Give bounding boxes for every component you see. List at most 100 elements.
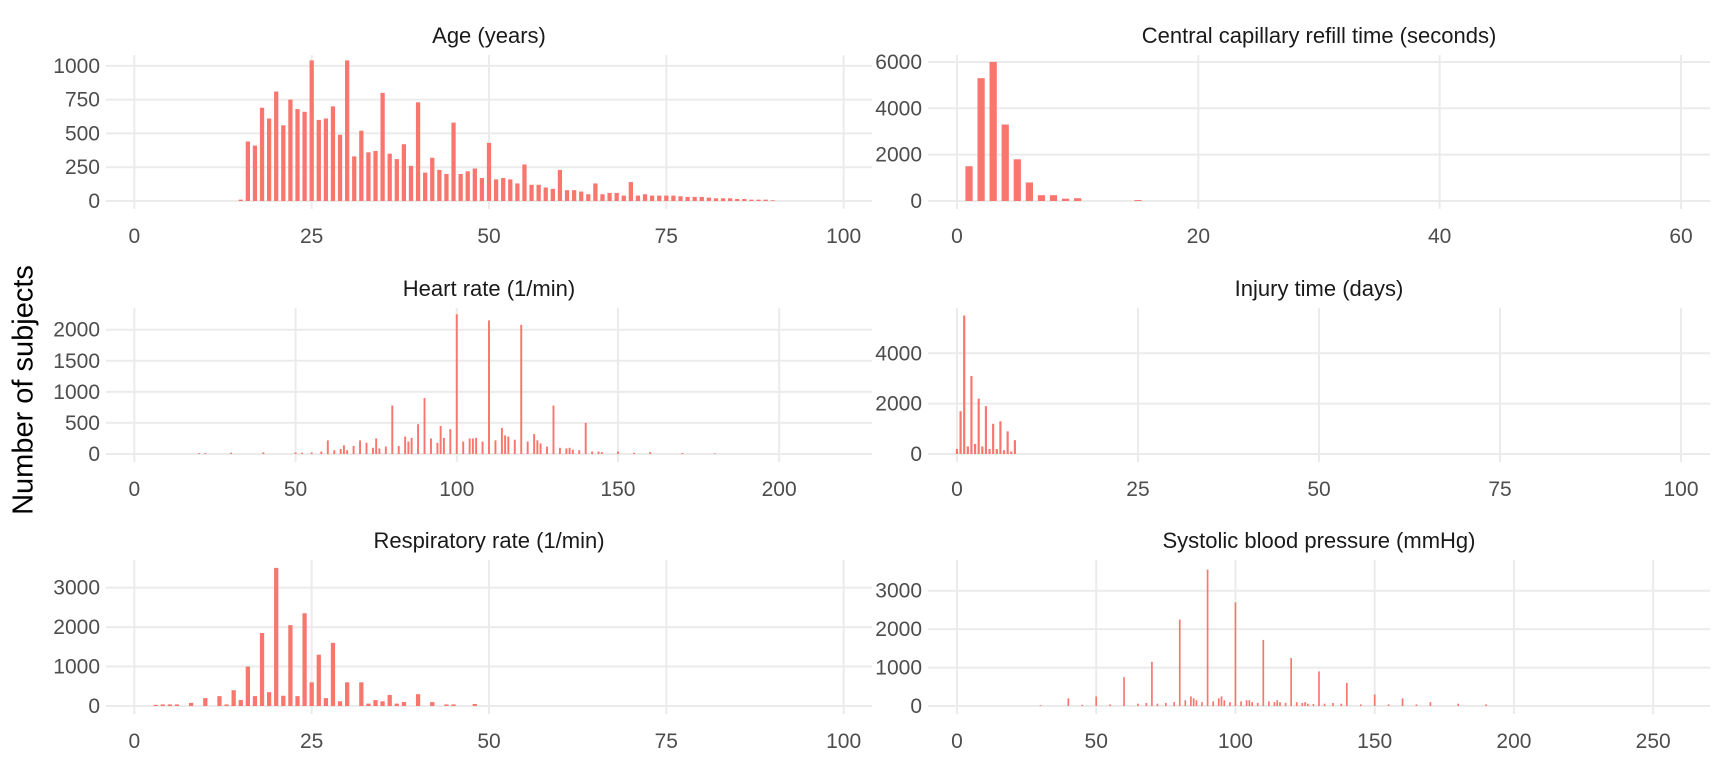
histogram-bar <box>333 450 336 454</box>
histogram-bar <box>681 453 684 454</box>
histogram-bar <box>501 178 506 201</box>
x-tick-label: 0 <box>951 478 963 501</box>
histogram-bar <box>230 452 233 454</box>
histogram-bar <box>387 153 392 201</box>
panel-5: 0 1000 2000 3000 0 25 50 75 100 Respiratory rate … <box>53 528 872 753</box>
histogram-bar <box>301 452 303 454</box>
histogram-bar <box>1256 702 1259 706</box>
histogram-bar <box>231 690 236 706</box>
histogram-bar <box>366 703 371 706</box>
y-tick-label: 1500 <box>53 350 100 373</box>
histogram-bar <box>430 702 435 706</box>
y-tick-label: 0 <box>88 190 100 213</box>
histogram-bar <box>197 453 200 454</box>
histogram-bar <box>1201 702 1203 706</box>
histogram-bar <box>564 190 570 201</box>
histogram-bar <box>259 633 265 706</box>
y-tick-label: 2000 <box>875 393 922 416</box>
histogram-bar <box>238 700 243 706</box>
histogram-bar <box>252 696 258 706</box>
histogram-bar <box>387 694 392 706</box>
histogram-bar <box>391 405 394 454</box>
panel-title: Systolic blood pressure (mmHg) <box>1163 528 1476 553</box>
histogram-bar <box>407 441 410 454</box>
histogram-bar <box>1184 700 1187 706</box>
histogram-bar <box>713 453 716 454</box>
histogram-bar <box>520 324 523 454</box>
histogram-bar <box>1025 182 1033 201</box>
histogram-bar <box>966 446 969 454</box>
histogram-bar <box>720 198 726 201</box>
histogram-bar <box>295 109 300 201</box>
histogram-bar <box>481 441 484 454</box>
histogram-bar <box>1429 702 1432 706</box>
y-tick-label: 3000 <box>53 577 100 600</box>
histogram-bar <box>650 195 655 201</box>
histogram-bar <box>203 698 208 706</box>
histogram-bar <box>245 666 250 706</box>
histogram-bar <box>1001 124 1009 201</box>
histogram-bar <box>543 187 548 201</box>
x-tick-label: 25 <box>300 225 323 248</box>
histogram-bar <box>1268 701 1270 706</box>
histogram-bar <box>995 448 998 454</box>
histogram-bar <box>444 173 449 201</box>
x-tick-label: 50 <box>477 730 500 753</box>
histogram-bar <box>1178 619 1181 706</box>
histogram-bar <box>302 111 307 201</box>
histogram-bar <box>529 184 534 201</box>
histogram-bar <box>568 447 571 454</box>
histogram-bar <box>1173 702 1176 706</box>
histogram-bar <box>1190 696 1192 706</box>
histogram-bar <box>493 179 499 201</box>
histogram-bar <box>713 198 719 201</box>
histogram-bar <box>633 452 636 454</box>
histogram-bar <box>1340 703 1343 706</box>
x-tick-label: 75 <box>655 730 678 753</box>
histogram-bar <box>401 144 407 201</box>
histogram-bar <box>539 443 542 454</box>
histogram-bar <box>415 694 421 706</box>
histogram-bar <box>1301 702 1304 706</box>
histogram-bar <box>436 442 439 454</box>
histogram-bar <box>494 440 497 454</box>
histogram-bar <box>977 78 985 201</box>
histogram-bar <box>444 704 449 706</box>
x-tick-label: 100 <box>1664 478 1699 501</box>
x-tick-label: 0 <box>129 478 141 501</box>
histogram-bar <box>597 451 600 454</box>
histogram-bar <box>472 168 477 201</box>
histogram-bar <box>728 198 733 201</box>
y-tick-label: 500 <box>65 122 100 145</box>
histogram-bar <box>1037 195 1046 201</box>
histogram-bar <box>380 92 385 201</box>
histogram-bar <box>1245 700 1248 706</box>
x-tick-label: 100 <box>826 730 861 753</box>
histogram-bar <box>267 118 272 201</box>
histogram-bar <box>1229 702 1231 706</box>
y-axis-label-text: Number of subjects <box>7 265 40 515</box>
histogram-bar <box>408 165 414 201</box>
y-tick-label: 0 <box>910 695 922 718</box>
histogram-bar <box>346 450 349 454</box>
histogram-bar <box>628 182 633 201</box>
histogram-bar <box>1212 701 1215 706</box>
histogram-bar <box>1145 702 1148 706</box>
histogram-bar <box>600 194 605 201</box>
panel-title: Age (years) <box>432 23 546 48</box>
histogram-bar <box>1206 569 1209 706</box>
y-tick-label: 6000 <box>875 51 922 74</box>
histogram-bar <box>204 453 207 454</box>
histogram-bar <box>981 446 984 454</box>
histogram-bar <box>488 320 490 454</box>
histogram-bar <box>1295 702 1298 706</box>
histogram-bar <box>586 194 591 201</box>
histogram-bar <box>259 107 265 201</box>
histogram-bar <box>1195 700 1198 706</box>
histogram-bar <box>770 200 775 201</box>
panel-title: Respiratory rate (1/min) <box>373 528 604 553</box>
histogram-bar <box>600 452 603 454</box>
panel-3: 0 500 1000 1500 2000 0 50 100 150 200 Heart rate (… <box>53 276 872 501</box>
histogram-bar <box>262 452 265 454</box>
histogram-bar <box>1304 702 1306 706</box>
